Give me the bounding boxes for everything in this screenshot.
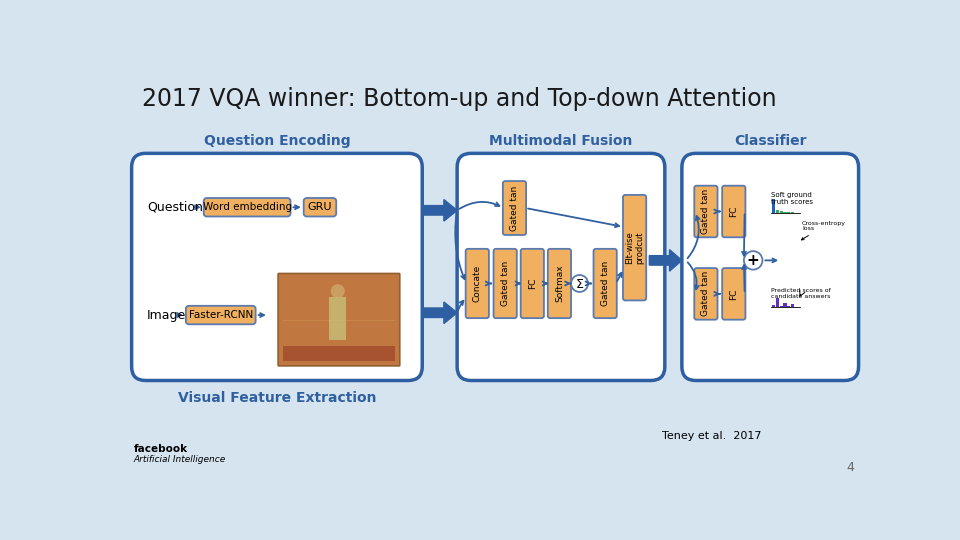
FancyBboxPatch shape bbox=[466, 249, 489, 318]
Text: Σ: Σ bbox=[576, 278, 584, 291]
Text: Concate: Concate bbox=[472, 265, 482, 302]
Bar bbox=[772, 305, 775, 307]
Text: FC: FC bbox=[528, 278, 537, 289]
Text: GRU: GRU bbox=[308, 202, 332, 212]
Text: +: + bbox=[747, 253, 759, 268]
FancyBboxPatch shape bbox=[278, 273, 399, 366]
Bar bbox=[283, 320, 396, 321]
FancyBboxPatch shape bbox=[722, 268, 745, 320]
Text: Word embedding: Word embedding bbox=[203, 202, 292, 212]
Text: Multimodal Fusion: Multimodal Fusion bbox=[490, 134, 633, 148]
Bar bbox=[776, 210, 779, 213]
Bar bbox=[791, 212, 794, 213]
Bar bbox=[787, 306, 790, 307]
Text: Gated tan: Gated tan bbox=[501, 261, 510, 306]
FancyBboxPatch shape bbox=[623, 195, 646, 300]
FancyBboxPatch shape bbox=[457, 153, 665, 381]
Polygon shape bbox=[422, 200, 457, 221]
Polygon shape bbox=[649, 249, 682, 271]
FancyBboxPatch shape bbox=[303, 198, 336, 217]
Text: Question: Question bbox=[147, 201, 203, 214]
FancyBboxPatch shape bbox=[186, 306, 255, 325]
Text: facebook: facebook bbox=[134, 444, 188, 454]
Text: Gated tan: Gated tan bbox=[601, 261, 610, 306]
Bar bbox=[780, 306, 782, 307]
Text: Gated tan: Gated tan bbox=[702, 271, 710, 316]
Text: Teney et al.  2017: Teney et al. 2017 bbox=[662, 430, 762, 441]
Circle shape bbox=[331, 284, 345, 298]
Text: Image: Image bbox=[147, 308, 186, 321]
Text: 4: 4 bbox=[847, 462, 854, 475]
Bar bbox=[787, 212, 790, 213]
FancyBboxPatch shape bbox=[694, 186, 717, 237]
Text: Question Encoding: Question Encoding bbox=[204, 134, 350, 148]
FancyBboxPatch shape bbox=[520, 249, 544, 318]
Text: Gated tan: Gated tan bbox=[702, 189, 710, 234]
Text: Gated tan: Gated tan bbox=[510, 185, 519, 231]
Bar bbox=[783, 212, 786, 213]
FancyBboxPatch shape bbox=[694, 268, 717, 320]
Bar bbox=[791, 304, 794, 307]
Text: Predicted scores of
candidate answers: Predicted scores of candidate answers bbox=[771, 288, 830, 299]
FancyBboxPatch shape bbox=[682, 153, 858, 381]
Bar bbox=[283, 346, 396, 361]
Bar bbox=[776, 298, 779, 307]
FancyBboxPatch shape bbox=[204, 198, 291, 217]
Text: Cross-entropy
loss: Cross-entropy loss bbox=[802, 220, 846, 240]
Circle shape bbox=[571, 275, 588, 292]
FancyBboxPatch shape bbox=[593, 249, 616, 318]
Text: Classifier: Classifier bbox=[734, 134, 806, 148]
Bar bbox=[783, 303, 786, 307]
FancyBboxPatch shape bbox=[722, 186, 745, 237]
Text: 2017 VQA winner: Bottom-up and Top-down Attention: 2017 VQA winner: Bottom-up and Top-down … bbox=[142, 87, 777, 111]
Text: Softmax: Softmax bbox=[555, 265, 564, 302]
Text: FC: FC bbox=[730, 288, 738, 300]
Bar bbox=[780, 211, 782, 213]
Text: FC: FC bbox=[730, 206, 738, 217]
Circle shape bbox=[744, 251, 762, 269]
Text: Faster-RCNN: Faster-RCNN bbox=[188, 310, 252, 320]
Text: Visual Feature Extraction: Visual Feature Extraction bbox=[178, 390, 376, 404]
Text: Soft ground
truth scores: Soft ground truth scores bbox=[771, 192, 813, 205]
FancyBboxPatch shape bbox=[503, 181, 526, 235]
Polygon shape bbox=[422, 302, 457, 323]
Bar bbox=[772, 199, 775, 213]
Text: Elt-wise
prodcut: Elt-wise prodcut bbox=[625, 231, 644, 264]
FancyBboxPatch shape bbox=[132, 153, 422, 381]
FancyBboxPatch shape bbox=[493, 249, 516, 318]
Text: Artificial Intelligence: Artificial Intelligence bbox=[134, 455, 227, 464]
Bar bbox=[329, 298, 347, 340]
FancyBboxPatch shape bbox=[548, 249, 571, 318]
